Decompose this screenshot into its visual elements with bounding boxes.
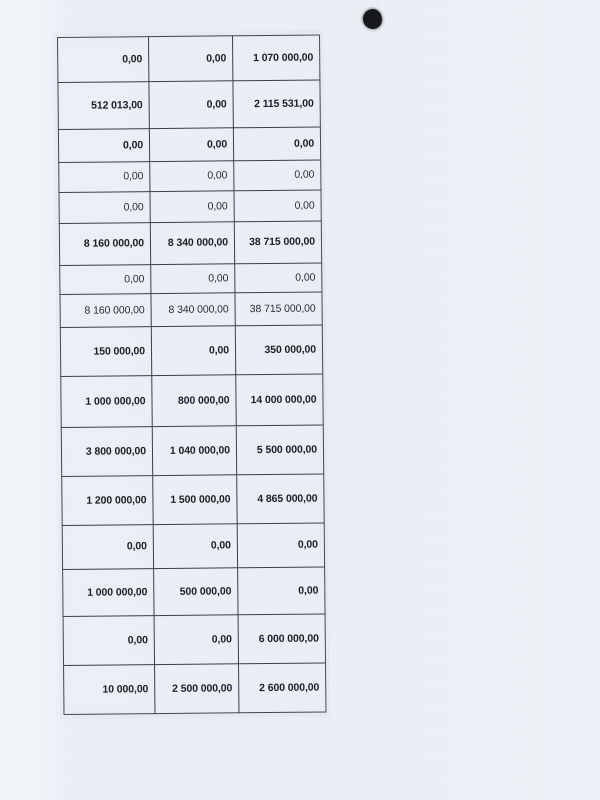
table-row: 0,00 0,00 0,00: [58, 160, 321, 193]
table-cell: 14 000 000,00: [235, 374, 324, 426]
table-cell: 8 340 000,00: [150, 292, 236, 327]
table-row: 1 200 000,00 1 500 000,00 4 865 000,00: [61, 473, 325, 526]
table-cell: 350 000,00: [235, 325, 323, 376]
table-cell: 800 000,00: [151, 375, 237, 427]
table-cell: 512 013,00: [57, 81, 150, 130]
table-body: 0,00 0,00 1 070 000,00 512 013,00 0,00 2 115 …: [57, 34, 326, 715]
table-cell: 2 500 000,00: [154, 663, 239, 714]
table-cell: 10 000,00: [63, 664, 155, 715]
table-cell: 0,00: [154, 614, 239, 665]
table-cell: 6 000 000,00: [238, 613, 326, 664]
table-cell: 0,00: [149, 190, 235, 223]
financial-values-table: 0,00 0,00 1 070 000,00 512 013,00 0,00 2 115 …: [57, 34, 326, 715]
table-cell: 0,00: [58, 191, 151, 224]
table-cell: 2 115 531,00: [232, 79, 321, 128]
table-cell: 150 000,00: [60, 326, 152, 377]
table-cell: 0,00: [237, 566, 326, 615]
table-cell: 1 040 000,00: [152, 425, 237, 476]
financial-table-container: 0,00 0,00 1 070 000,00 512 013,00 0,00 2 115 …: [57, 34, 326, 715]
table-cell: 0,00: [233, 189, 322, 222]
table-cell: 1 200 000,00: [61, 475, 154, 526]
table-cell: 8 160 000,00: [59, 222, 151, 266]
table-cell: 1 070 000,00: [232, 34, 320, 81]
table-cell: 0,00: [62, 524, 154, 570]
table-row: 0,00 0,00 6 000 000,00: [63, 613, 326, 666]
table-row: 0,00 0,00 0,00: [58, 189, 322, 224]
table-cell: 8 160 000,00: [59, 293, 152, 328]
table-cell: 0,00: [148, 80, 234, 129]
table-cell: 2 600 000,00: [238, 662, 326, 713]
table-cell: 1 000 000,00: [60, 376, 153, 428]
table-row: 1 000 000,00 500 000,00 0,00: [62, 566, 326, 617]
table-cell: 0,00: [57, 36, 149, 83]
table-cell: 0,00: [153, 523, 238, 569]
table-cell: 0,00: [63, 615, 155, 666]
table-row: 8 160 000,00 8 340 000,00 38 715 000,00: [59, 220, 322, 266]
table-row: 150 000,00 0,00 350 000,00: [60, 325, 323, 377]
table-row: 1 000 000,00 800 000,00 14 000 000,00: [60, 374, 324, 428]
table-row: 0,00 0,00 0,00: [62, 522, 325, 570]
table-row: 0,00 0,00 0,00: [58, 126, 321, 163]
table-cell: 0,00: [233, 160, 321, 191]
table-row: 3 800 000,00 1 040 000,00 5 500 000,00: [61, 424, 324, 477]
table-cell: 0,00: [148, 35, 233, 82]
table-cell: 38 715 000,00: [234, 220, 322, 264]
table-cell: 0,00: [58, 128, 150, 163]
table-row: 0,00 0,00 1 070 000,00: [57, 34, 320, 83]
table-row: 0,00 0,00 0,00: [59, 262, 322, 295]
table-cell: 1 500 000,00: [152, 474, 238, 525]
table-cell: 5 500 000,00: [236, 424, 324, 475]
ink-blot-icon: [363, 9, 382, 29]
table-cell: 500 000,00: [153, 567, 239, 616]
table-cell: 0,00: [237, 522, 325, 568]
table-row: 10 000,00 2 500 000,00 2 600 000,00: [63, 662, 326, 715]
table-cell: 1 000 000,00: [62, 568, 155, 617]
table-cell: 0,00: [150, 263, 235, 294]
table-cell: 0,00: [151, 326, 236, 377]
table-row: 512 013,00 0,00 2 115 531,00: [57, 79, 321, 130]
table-cell: 0,00: [58, 161, 150, 193]
table-cell: 4 865 000,00: [236, 473, 325, 524]
table-cell: 8 340 000,00: [150, 221, 235, 265]
table-cell: 0,00: [149, 161, 234, 192]
table-cell: 0,00: [233, 126, 321, 162]
table-cell: 3 800 000,00: [61, 426, 153, 477]
table-row: 8 160 000,00 8 340 000,00 38 715 000,00: [59, 291, 323, 328]
table-cell: 0,00: [149, 127, 234, 162]
table-cell: 0,00: [59, 264, 151, 295]
table-cell: 0,00: [234, 262, 322, 293]
table-cell: 38 715 000,00: [234, 291, 323, 327]
